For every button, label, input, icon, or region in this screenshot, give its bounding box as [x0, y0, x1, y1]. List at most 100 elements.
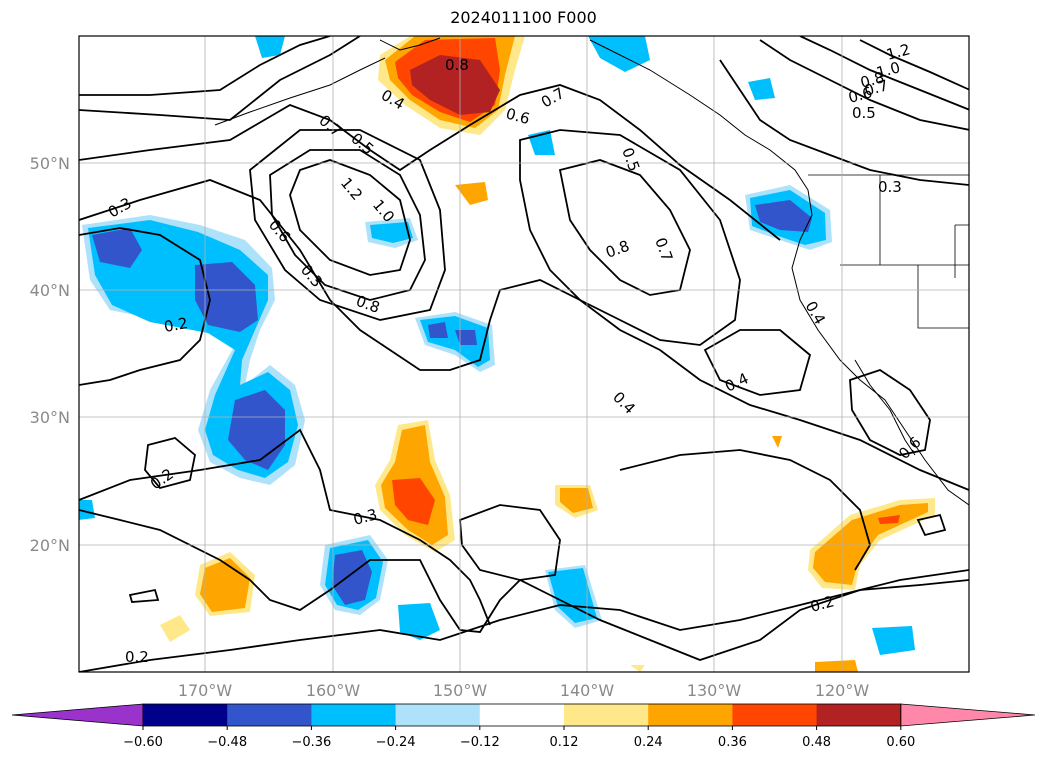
contour-label: 0.3 — [878, 178, 902, 196]
contour-line — [916, 513, 947, 537]
longitude-labels: 170°W 160°W 150°W 140°W 130°W 120°W — [178, 681, 870, 700]
negative-anomaly-region — [398, 603, 440, 640]
negative-anomaly-region — [548, 568, 597, 623]
colorbar-segment — [143, 704, 228, 726]
positive-anomaly-region — [392, 478, 435, 525]
positive-anomaly-region — [455, 182, 488, 205]
contour-line — [144, 437, 196, 490]
contour-line — [79, 579, 969, 672]
negative-anomaly-region — [370, 222, 413, 243]
colorbar: −0.60 −0.48 −0.36 −0.24 −0.12 0.12 0.24 0.36 0.4… — [11, 703, 1036, 750]
positive-anomaly-region — [878, 515, 900, 524]
colorbar-segment — [732, 704, 818, 726]
positive-anomaly-region — [560, 488, 593, 513]
latitude-label: 40°N — [30, 281, 70, 300]
contour-label: 0.8 — [445, 56, 469, 74]
colorbar-tick-label: −0.24 — [376, 735, 416, 750]
colorbar-segment — [227, 704, 312, 726]
contour-line — [703, 329, 812, 396]
negative-anomaly-region — [872, 626, 915, 655]
contour-label: 0.5 — [852, 104, 876, 122]
negative-anomaly-region — [195, 262, 258, 332]
colorbar-segment — [648, 704, 733, 726]
colorbar-tick-label: 0.24 — [634, 735, 663, 750]
colorbar-segment — [311, 704, 397, 726]
contour-line — [79, 36, 331, 96]
colorbar-segment — [395, 704, 481, 726]
contour-label: 0.6 — [504, 104, 532, 128]
aleutian-islands — [214, 57, 386, 126]
latitude-label: 20°N — [30, 536, 70, 555]
shaded-anomalies — [79, 36, 935, 672]
positive-anomaly-region — [160, 615, 190, 642]
contour-label: 0.7 — [862, 76, 890, 100]
colorbar-tick-label: −0.12 — [460, 735, 500, 750]
baja-coast — [854, 359, 916, 456]
positive-anomaly-region — [630, 665, 645, 672]
negative-anomaly-region — [332, 550, 372, 605]
map-title: 2024011100 F000 — [450, 8, 597, 27]
colorbar-tick-label: 0.36 — [718, 735, 747, 750]
alaska-peninsula — [379, 37, 441, 51]
contour-line — [79, 509, 969, 661]
colorbar-tick-label: 0.48 — [802, 735, 831, 750]
positive-anomaly-region — [410, 55, 500, 115]
contour-line — [619, 449, 871, 571]
contour-label: 0.3 — [351, 505, 379, 529]
positive-anomaly-region — [772, 436, 782, 448]
colorbar-tick-label: 0.60 — [886, 735, 915, 750]
colorbar-segment — [564, 704, 649, 726]
contour-line — [459, 504, 561, 581]
colorbar-frame — [142, 703, 902, 727]
colorbar-tick-label: −0.60 — [123, 735, 163, 750]
contour-line — [719, 59, 969, 186]
latitude-label: 30°N — [30, 408, 70, 427]
contour-label: 0.8 — [858, 68, 886, 92]
colorbar-tick-label: −0.36 — [291, 735, 331, 750]
negative-anomaly-region — [255, 36, 285, 58]
longitude-label: 170°W — [178, 681, 233, 700]
contour-line — [128, 588, 160, 603]
latitude-label: 50°N — [30, 154, 70, 173]
contour-line — [79, 428, 491, 626]
colorbar-tick-label: −0.48 — [207, 735, 247, 750]
contour-lines — [79, 36, 969, 672]
colorbar-segment — [479, 704, 565, 726]
contour-line — [519, 129, 741, 346]
contour-label: 0.2 — [808, 592, 836, 616]
colorbar-extend-min — [11, 703, 144, 727]
colorbar-segment — [816, 704, 902, 726]
state-borders — [840, 175, 969, 329]
negative-anomaly-region — [79, 500, 95, 520]
contour-label: 0.2 — [163, 314, 190, 336]
colorbar-tick-label: 0.12 — [550, 735, 579, 750]
longitude-label: 150°W — [433, 681, 488, 700]
contour-label: 0.2 — [125, 648, 149, 666]
plot-frame — [78, 35, 970, 673]
map-plot-area: 0.8 0.4 0.6 0.7 0.5 0.7 0.5 1.2 1.0 0.8 … — [79, 36, 969, 672]
contour-label: 0.6 — [846, 83, 874, 107]
latitude-labels: 50°N 40°N 30°N 20°N — [30, 154, 70, 555]
contour-line — [79, 179, 969, 491]
graticule — [79, 36, 969, 672]
contour-line — [799, 36, 969, 111]
negative-anomaly-region — [92, 228, 142, 268]
contour-line — [859, 39, 969, 91]
borders — [808, 174, 969, 329]
negative-anomaly-region — [428, 322, 448, 338]
negative-anomaly-region — [755, 200, 812, 232]
coastlines — [214, 37, 969, 506]
contour-line — [289, 159, 411, 276]
contour-line — [269, 149, 426, 301]
longitude-label: 120°W — [815, 681, 870, 700]
longitude-label: 140°W — [560, 681, 615, 700]
contour-line — [79, 36, 361, 121]
contour-label: 1.2 — [884, 40, 912, 64]
north-america-coast — [589, 39, 969, 506]
contour-line — [79, 84, 781, 241]
contour-line — [849, 369, 931, 456]
positive-anomaly-region — [815, 660, 858, 672]
contour-line — [759, 39, 969, 131]
contour-label: 1.0 — [874, 58, 902, 82]
